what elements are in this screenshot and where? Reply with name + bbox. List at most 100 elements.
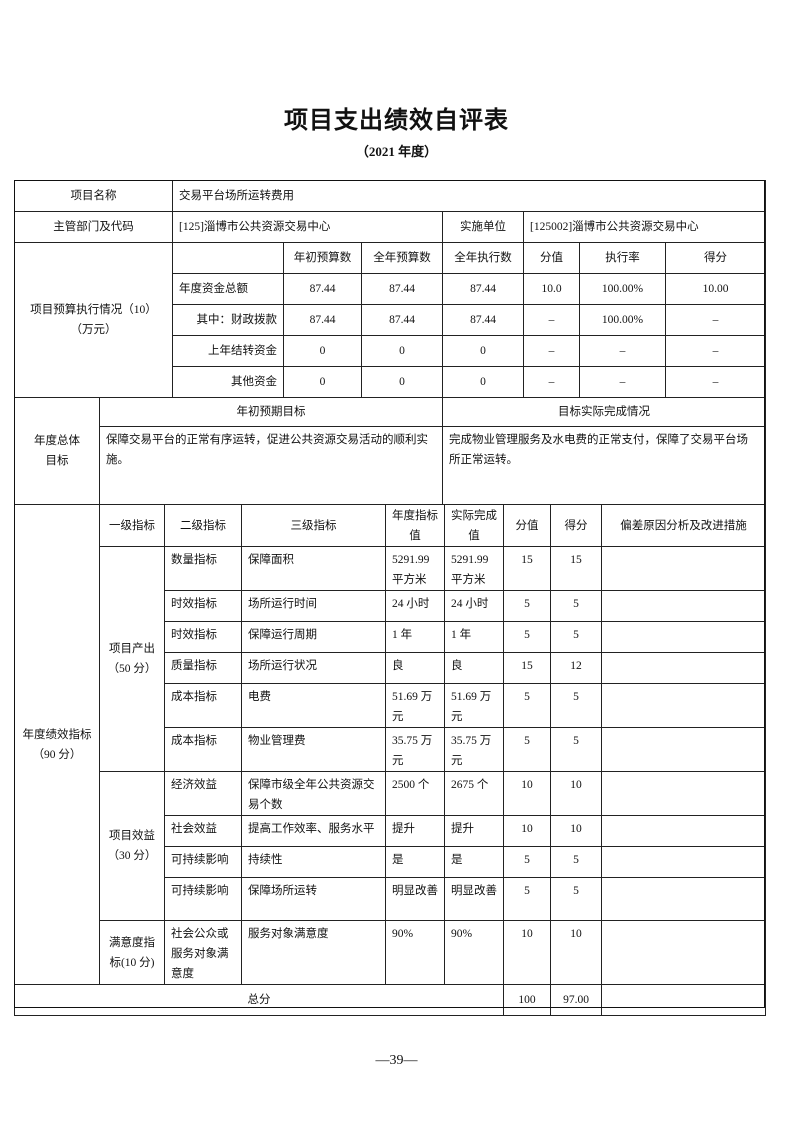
indicator-row: 社会效益 提高工作效率、服务水平 提升 提升 10 10	[15, 815, 766, 847]
indicator-header: 实际完成值	[444, 504, 504, 547]
indicator-row: 成本指标 电费 51.69 万元 51.69 万元 5 5	[15, 683, 766, 728]
indicator-actual: 明显改善	[444, 877, 504, 921]
indicator-score: 12	[550, 652, 602, 684]
indicator-actual: 2675 个	[444, 771, 504, 816]
indicator-target: 24 小时	[385, 590, 445, 622]
indicator-level2: 时效指标	[164, 590, 242, 622]
budget-row-label: 其中：财政拨款	[172, 304, 284, 336]
budget-cell: 0	[283, 335, 362, 367]
indicator-level2: 社会效益	[164, 815, 242, 847]
indicator-actual: 35.75 万元	[444, 727, 504, 772]
budget-cell: –	[664, 304, 767, 336]
budget-cell: 0	[361, 335, 443, 367]
indicator-level3: 服务对象满意度	[241, 920, 386, 985]
indicator-target: 明显改善	[385, 877, 445, 921]
indicator-actual: 90%	[444, 920, 504, 985]
indicator-target: 90%	[385, 920, 445, 985]
budget-cell: 87.44	[361, 273, 443, 305]
goals-expected-header: 年初预期目标	[99, 397, 443, 427]
budget-header: 执行率	[579, 242, 666, 274]
indicator-target: 是	[385, 846, 445, 878]
budget-header: 全年执行数	[442, 242, 524, 274]
goals-actual-text: 完成物业管理服务及水电费的正常支付，保障了交易平台场所正常运转。	[442, 426, 766, 505]
budget-header: 分值	[523, 242, 580, 274]
indicator-note	[601, 815, 766, 847]
impl-value: [125002]淄博市公共资源交易中心	[522, 211, 767, 243]
budget-cell: –	[664, 335, 767, 367]
budget-header-blank	[172, 242, 284, 274]
indicator-score: 10	[550, 771, 602, 816]
indicator-level3: 物业管理费	[241, 727, 386, 772]
budget-cell: 87.44	[442, 304, 524, 336]
indicator-score: 5	[550, 683, 602, 728]
indicator-header: 分值	[503, 504, 551, 547]
indicator-level2: 成本指标	[164, 727, 242, 772]
budget-cell: –	[579, 335, 666, 367]
page-title: 项目支出绩效自评表	[284, 108, 509, 134]
budget-cell: 100.00%	[579, 273, 666, 305]
indicator-score: 5	[550, 877, 602, 921]
indicator-target: 提升	[385, 815, 445, 847]
indicator-level3: 保障市级全年公共资源交易个数	[241, 771, 386, 816]
goals-expected-text: 保障交易平台的正常有序运转，促进公共资源交易活动的顺利实施。	[99, 426, 443, 505]
indicator-group-label: 满意度指标(10 分)	[99, 920, 165, 985]
indicator-note	[601, 846, 766, 878]
indicator-note	[601, 683, 766, 728]
indicator-actual: 提升	[444, 815, 504, 847]
indicator-score: 5	[550, 590, 602, 622]
indicator-score: 15	[550, 546, 602, 591]
indicator-header: 三级指标	[241, 504, 386, 547]
indicator-level2: 质量指标	[164, 652, 242, 684]
indicator-level3: 保障运行周期	[241, 621, 386, 653]
indicator-actual: 5291.99 平方米	[444, 546, 504, 591]
budget-row: 上年结转资金 0 0 0 – – –	[15, 335, 767, 367]
indicator-actual: 24 小时	[444, 590, 504, 622]
dept-value: [125]淄博市公共资源交易中心	[172, 211, 443, 243]
budget-row-label: 上年结转资金	[172, 335, 284, 367]
indicator-score-max: 15	[503, 546, 551, 591]
dept-label: 主管部门及代码	[14, 211, 173, 243]
indicator-score: 10	[550, 920, 602, 985]
impl-label: 实施单位	[442, 211, 524, 243]
indicator-note	[601, 621, 766, 653]
indicator-score-max: 5	[503, 683, 551, 728]
budget-row-label: 年度资金总额	[172, 273, 284, 305]
budget-row: 其他资金 0 0 0 – – –	[15, 366, 767, 398]
indicator-level3: 场所运行时间	[241, 590, 386, 622]
budget-cell: 0	[283, 366, 362, 398]
budget-header: 年初预算数	[283, 242, 362, 274]
indicator-level2: 数量指标	[164, 546, 242, 591]
indicator-row: 可持续影响 保障场所运转 明显改善 明显改善 5 5	[15, 877, 766, 921]
goals-actual-header: 目标实际完成情况	[442, 397, 766, 427]
goals-table: 年度总体目标 年初预期目标 目标实际完成情况 保障交易平台的正常有序运转，促进公…	[14, 397, 766, 505]
indicator-row: 项目产出（50 分） 数量指标 保障面积 5291.99 平方米 5291.99 平方米…	[15, 546, 766, 772]
indicator-level2: 社会公众或服务对象满意度	[164, 920, 242, 985]
indicator-score-max: 5	[503, 590, 551, 622]
indicator-note	[601, 727, 766, 772]
indicator-note	[601, 877, 766, 921]
budget-cell: 87.44	[361, 304, 443, 336]
indicator-actual: 是	[444, 846, 504, 878]
budget-header: 全年预算数	[361, 242, 443, 274]
indicator-score-max: 5	[503, 621, 551, 653]
budget-cell: –	[523, 366, 580, 398]
budget-cell: 87.44	[283, 273, 362, 305]
budget-table: 项目名称 交易平台场所运转费用 主管部门及代码 [125]淄博市公共资源交易中心…	[14, 180, 767, 398]
indicator-score-max: 5	[503, 846, 551, 878]
page-subtitle: （2021 年度）	[355, 144, 438, 159]
indicator-level2: 成本指标	[164, 683, 242, 728]
indicator-level3: 持续性	[241, 846, 386, 878]
indicator-target: 1 年	[385, 621, 445, 653]
budget-row: 其中：财政拨款 87.44 87.44 87.44 – 100.00% –	[15, 304, 767, 336]
indicator-score-max: 10	[503, 771, 551, 816]
indicator-level2: 可持续影响	[164, 846, 242, 878]
budget-cell: –	[579, 366, 666, 398]
indicator-score: 10	[550, 815, 602, 847]
indicator-target: 良	[385, 652, 445, 684]
indicator-level2: 时效指标	[164, 621, 242, 653]
budget-cell: 0	[361, 366, 443, 398]
indicator-note	[601, 590, 766, 622]
indicator-target: 35.75 万元	[385, 727, 445, 772]
indicator-row: 项目效益（30 分） 经济效益 保障市级全年公共资源交易个数 2500 个 2675 个…	[15, 771, 766, 921]
